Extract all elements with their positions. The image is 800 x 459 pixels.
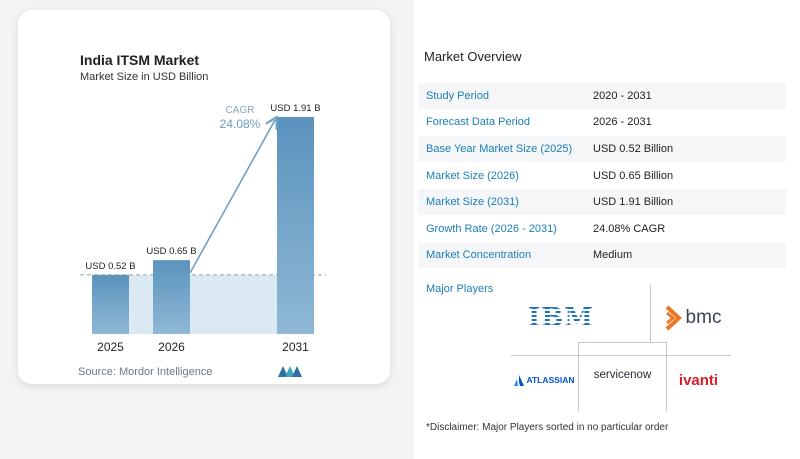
row-label: Study Period [426, 89, 489, 102]
row-label: Market Size (2026) [426, 169, 519, 182]
row-label: Base Year Market Size (2025) [426, 142, 573, 155]
cagr-value: 24.08% [220, 117, 261, 131]
source-text: Source: Mordor Intelligence [78, 366, 213, 378]
table-row: Base Year Market Size (2025) USD 0.52 Bil… [418, 136, 786, 163]
ibm-logo: IBM [528, 303, 594, 333]
x-tick-label-2031: 2031 [282, 340, 309, 354]
bar-2031 [277, 117, 314, 334]
major-players-grid: IBM bmc ATLASSIAN servicenow ivanti [511, 285, 731, 411]
overview-title: Market Overview [424, 49, 522, 64]
row-value: 2020 - 2031 [593, 89, 652, 102]
major-players-label: Major Players [426, 283, 494, 295]
chart-title: India ITSM Market [80, 52, 200, 68]
x-tick-label-2025: 2025 [97, 340, 124, 354]
cagr-label: CAGR [226, 105, 255, 116]
atlassian-icon [514, 374, 525, 386]
bmc-chevron-icon [665, 305, 682, 331]
chart-subtitle: Market Size in USD Billion [80, 71, 209, 83]
disclaimer-text: *Disclaimer: Major Players sorted in no … [426, 422, 669, 433]
x-tick-label-2026: 2026 [158, 340, 185, 354]
cagr-arrow [189, 120, 275, 274]
row-value: Medium [593, 249, 633, 262]
atlassian-logo: ATLASSIAN [511, 369, 578, 391]
table-row: Study Period 2020 - 2031 [418, 83, 786, 110]
table-row: Market Concentration Medium [418, 242, 786, 270]
ivanti-logo: ivanti [678, 371, 719, 389]
row-label: Market Concentration [426, 249, 532, 262]
servicenow-logo: servicenow [593, 369, 652, 381]
row-label: Growth Rate (2026 - 2031) [426, 222, 557, 235]
data-label-2026: USD 0.65 B [146, 246, 196, 257]
row-label: Forecast Data Period [426, 116, 530, 129]
bar-2025 [92, 274, 129, 334]
overview-table: Study Period 2020 - 2031 Forecast Data Pe… [418, 83, 786, 270]
table-row: Market Size (2026) USD 0.65 Billion [418, 163, 786, 190]
table-row: Market Size (2031) USD 1.91 Billion [418, 189, 786, 216]
bmc-logo: bmc [658, 303, 728, 333]
row-value: USD 0.52 Billion [593, 142, 674, 155]
market-overview-panel: Market Overview Study Period 2020 - 2031 … [414, 0, 800, 459]
table-row: Growth Rate (2026 - 2031) 24.08% CAGR [418, 216, 786, 243]
data-label-2031: USD 1.91 B [270, 103, 320, 114]
row-value: 2026 - 2031 [593, 116, 652, 129]
row-label: Market Size (2031) [426, 196, 519, 209]
row-value: 24.08% CAGR [593, 222, 666, 235]
row-value: USD 0.65 Billion [593, 169, 674, 182]
data-label-2025: USD 0.52 B [85, 261, 135, 272]
table-row: Forecast Data Period 2026 - 2031 [418, 110, 786, 137]
market-size-chart: USD 0.52 B 2025 USD 0.65 B 2026 USD 1.91 B 20… [80, 103, 326, 354]
bar-2026 [153, 260, 190, 334]
row-value: USD 1.91 Billion [593, 196, 674, 209]
mordor-logo-icon [278, 366, 302, 377]
